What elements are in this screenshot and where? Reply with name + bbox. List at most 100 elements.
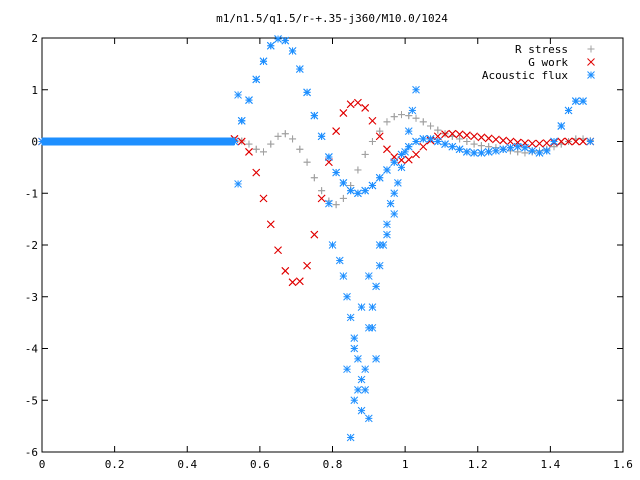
data-point <box>260 148 268 156</box>
y-tick-label: -4 <box>25 343 39 356</box>
data-point <box>376 127 384 135</box>
data-point <box>557 137 566 146</box>
data-point <box>339 194 347 202</box>
y-tick-label: -2 <box>25 239 38 252</box>
data-point <box>267 140 275 148</box>
data-point <box>477 149 486 157</box>
data-point <box>350 396 359 405</box>
data-point <box>528 139 537 148</box>
data-point <box>245 96 253 104</box>
data-point <box>412 114 420 122</box>
data-point <box>368 323 377 332</box>
data-point <box>427 122 435 130</box>
data-point <box>386 199 395 208</box>
data-point <box>288 278 297 287</box>
x-tick-label: 0.4 <box>177 458 197 471</box>
data-point <box>499 136 508 145</box>
data-point <box>434 126 442 134</box>
legend-marker <box>587 71 595 79</box>
data-point <box>357 406 366 415</box>
data-point <box>252 145 260 153</box>
data-point <box>499 145 508 154</box>
data-point <box>335 256 344 265</box>
data-point <box>397 163 406 172</box>
data-point <box>357 303 366 311</box>
y-tick-label: 2 <box>31 32 38 45</box>
data-point <box>470 132 478 141</box>
data-point <box>542 139 551 147</box>
x-tick-label: 1.2 <box>468 458 488 471</box>
x-tick-label: 0 <box>39 458 46 471</box>
data-point <box>266 220 275 229</box>
data-point <box>288 47 297 55</box>
data-point <box>586 137 595 146</box>
data-point <box>266 41 275 50</box>
data-point <box>364 272 373 280</box>
data-point <box>354 189 362 198</box>
data-point <box>259 194 268 203</box>
data-point <box>542 146 551 155</box>
data-point <box>354 386 362 394</box>
data-point <box>310 230 319 239</box>
data-point <box>412 85 420 94</box>
data-point <box>361 104 370 112</box>
data-point <box>579 97 587 105</box>
data-point <box>274 246 282 255</box>
data-point <box>372 354 380 363</box>
data-point <box>477 133 486 142</box>
data-point <box>295 277 304 286</box>
data-point <box>245 147 253 156</box>
data-point <box>368 303 377 311</box>
data-point <box>394 179 402 187</box>
data-point <box>484 147 493 156</box>
data-point <box>506 143 515 152</box>
y-tick-label: -5 <box>25 394 38 407</box>
data-point <box>492 135 500 144</box>
data-point <box>390 113 398 121</box>
chart-title: m1/n1.5/q1.5/r-+.35-j360/M10.0/1024 <box>216 12 448 25</box>
data-point <box>419 135 428 143</box>
data-point <box>346 100 355 109</box>
data-point <box>383 230 391 239</box>
axis-tick-labels: 0 0.2 0.4 0.6 0.8 1 1.2 1.4 1.6 -6 -5 -4 -3 -2 -1 0 1 2 <box>25 32 633 471</box>
data-point <box>404 127 413 136</box>
data-point <box>303 158 311 166</box>
data-point <box>412 137 420 146</box>
legend-marker <box>587 58 595 66</box>
data-point <box>361 150 369 158</box>
data-point <box>408 106 417 115</box>
data-point <box>339 272 348 280</box>
data-point <box>346 313 355 322</box>
data-point <box>361 386 370 394</box>
data-point <box>361 365 370 374</box>
data-point <box>433 137 442 146</box>
data-point <box>252 168 261 177</box>
data-point <box>346 186 355 195</box>
x-tick-label: 0.6 <box>250 458 270 471</box>
data-point <box>571 97 580 105</box>
x-tick-label: 0.8 <box>323 458 343 471</box>
data-point <box>405 112 413 120</box>
data-point <box>281 130 289 138</box>
data-point <box>557 122 566 130</box>
data-point <box>339 179 348 187</box>
data-point <box>397 156 406 164</box>
data-point <box>448 142 457 151</box>
data-point <box>579 137 587 146</box>
legend-label: R stress <box>515 43 568 56</box>
data-point <box>550 137 558 146</box>
data-point <box>375 261 384 270</box>
axis-ticks <box>41 37 624 453</box>
data-point <box>237 116 246 125</box>
data-point <box>332 201 340 209</box>
x-tick-label: 1.4 <box>540 458 560 471</box>
data-point <box>456 135 464 143</box>
data-point <box>346 433 355 442</box>
data-point <box>372 282 380 291</box>
data-point <box>281 267 290 275</box>
data-point <box>535 149 544 157</box>
data-point <box>237 137 246 146</box>
data-point <box>368 181 377 190</box>
data-point <box>419 118 427 126</box>
